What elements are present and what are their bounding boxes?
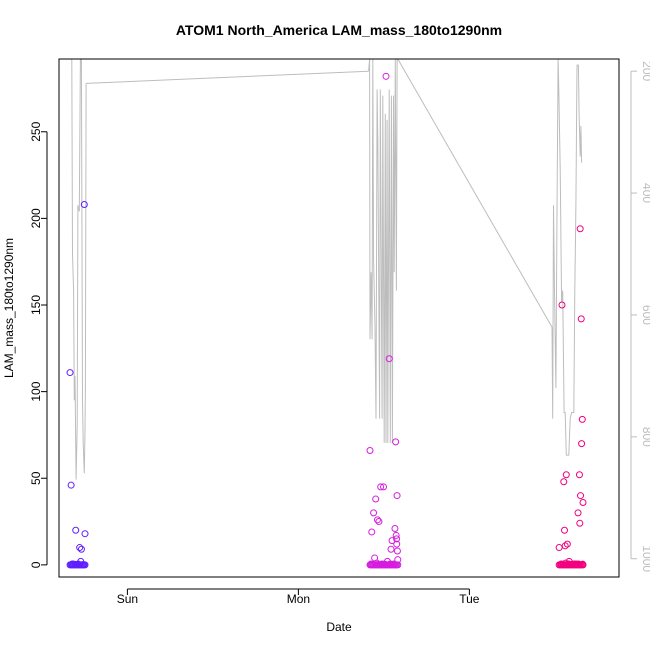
x-axis-label: Date — [326, 620, 352, 634]
data-point — [377, 483, 385, 491]
data-point — [393, 540, 401, 548]
data-point — [368, 528, 376, 536]
data-point — [578, 415, 586, 423]
y2-tick-label: 200 — [640, 61, 650, 81]
data-point — [392, 438, 400, 446]
series-line-segment — [551, 59, 583, 456]
data-point — [72, 526, 80, 534]
data-point — [559, 561, 567, 569]
data-point — [373, 559, 381, 567]
x-tick-label: Tue — [459, 592, 480, 606]
data-point — [386, 560, 394, 568]
data-point — [563, 540, 571, 548]
data-point — [373, 516, 381, 524]
data-point — [369, 561, 377, 569]
data-point — [382, 72, 390, 80]
y-tick-label: 0 — [29, 561, 43, 568]
data-point — [577, 492, 585, 500]
data-point — [394, 561, 402, 569]
y-tick-label: 200 — [29, 208, 43, 228]
data-point — [560, 478, 568, 486]
data-point — [66, 369, 74, 377]
data-point — [579, 560, 587, 568]
data-point — [372, 495, 380, 503]
data-point — [71, 560, 79, 568]
data-point — [578, 440, 586, 448]
data-point — [77, 545, 85, 553]
data-point — [575, 471, 583, 479]
y2-tick-label: 800 — [640, 427, 650, 447]
data-point — [560, 526, 568, 534]
y-tick-label: 50 — [29, 471, 43, 485]
data-point — [394, 556, 402, 564]
data-point — [388, 537, 396, 545]
data-point — [558, 301, 566, 309]
data-point — [393, 547, 401, 555]
data-point — [555, 544, 563, 552]
x-tick-label: Mon — [287, 592, 310, 606]
data-point — [79, 561, 87, 569]
data-point — [375, 518, 383, 526]
data-point — [374, 560, 382, 568]
data-point — [576, 519, 584, 527]
data-point — [378, 560, 386, 568]
data-point — [387, 545, 395, 553]
plot-frame — [58, 58, 620, 578]
data-point — [67, 481, 75, 489]
data-point — [562, 471, 570, 479]
series-line-segment — [368, 59, 398, 443]
y2-tick-label: 400 — [640, 183, 650, 203]
data-point — [576, 225, 584, 233]
y2-tick-label: 600 — [640, 305, 650, 325]
x-tick-label: Sun — [117, 592, 138, 606]
series-line-segment — [71, 59, 87, 480]
data-point — [393, 492, 401, 500]
data-point — [76, 544, 84, 552]
y2-tick-label: 1000 — [640, 545, 650, 572]
data-point — [391, 524, 399, 532]
y-tick-label: 250 — [29, 121, 43, 141]
data-point — [574, 509, 582, 517]
y-tick-label: 150 — [29, 295, 43, 315]
series-line-segment — [86, 70, 369, 84]
data-point — [392, 531, 400, 539]
data-point — [579, 499, 587, 507]
data-point — [390, 560, 398, 568]
series-line-segment — [397, 59, 553, 328]
chart-title: ATOM1 North_America LAM_mass_180to1290nm — [176, 22, 502, 38]
y-axis-label: LAM_mass_180to1290nm — [2, 238, 16, 378]
data-point — [577, 315, 585, 323]
data-point — [385, 355, 393, 363]
data-point — [575, 560, 583, 568]
data-point — [381, 560, 389, 568]
y-tick-label: 100 — [29, 381, 43, 401]
data-point — [81, 530, 89, 538]
data-point — [380, 483, 388, 491]
data-point — [80, 201, 88, 209]
data-point — [561, 542, 569, 550]
data-point — [393, 535, 401, 543]
plot-layer: 0 50 100 150 200 250 200 400 600 800 1000 Sun Mon Tue — [29, 59, 650, 606]
data-point — [366, 447, 374, 455]
data-point — [370, 509, 378, 517]
